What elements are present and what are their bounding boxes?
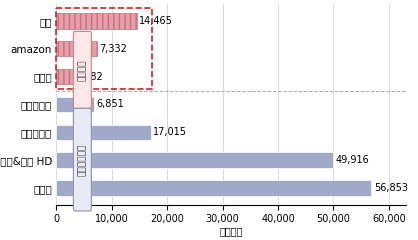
X-axis label: （億円）: （億円） (219, 226, 243, 236)
Bar (56, 152, 333, 168)
FancyBboxPatch shape (74, 31, 92, 108)
Text: 7,332: 7,332 (99, 44, 127, 54)
Bar (56, 97, 94, 112)
Text: 56,853: 56,853 (374, 183, 408, 193)
Bar (56, 69, 74, 84)
Bar (56, 125, 150, 140)
Bar (56, 13, 137, 29)
Text: 6,851: 6,851 (97, 99, 124, 109)
Text: ネット側: ネット側 (78, 59, 87, 81)
Bar (56, 41, 97, 56)
Text: 14,465: 14,465 (139, 16, 173, 26)
Text: 3,082: 3,082 (76, 72, 103, 82)
Text: リアル店舗側: リアル店舗側 (78, 144, 87, 176)
Text: 17,015: 17,015 (153, 127, 187, 137)
Bar (56, 180, 372, 196)
Text: 49,916: 49,916 (335, 155, 369, 165)
Bar (56, 8, 152, 89)
FancyBboxPatch shape (74, 108, 92, 211)
